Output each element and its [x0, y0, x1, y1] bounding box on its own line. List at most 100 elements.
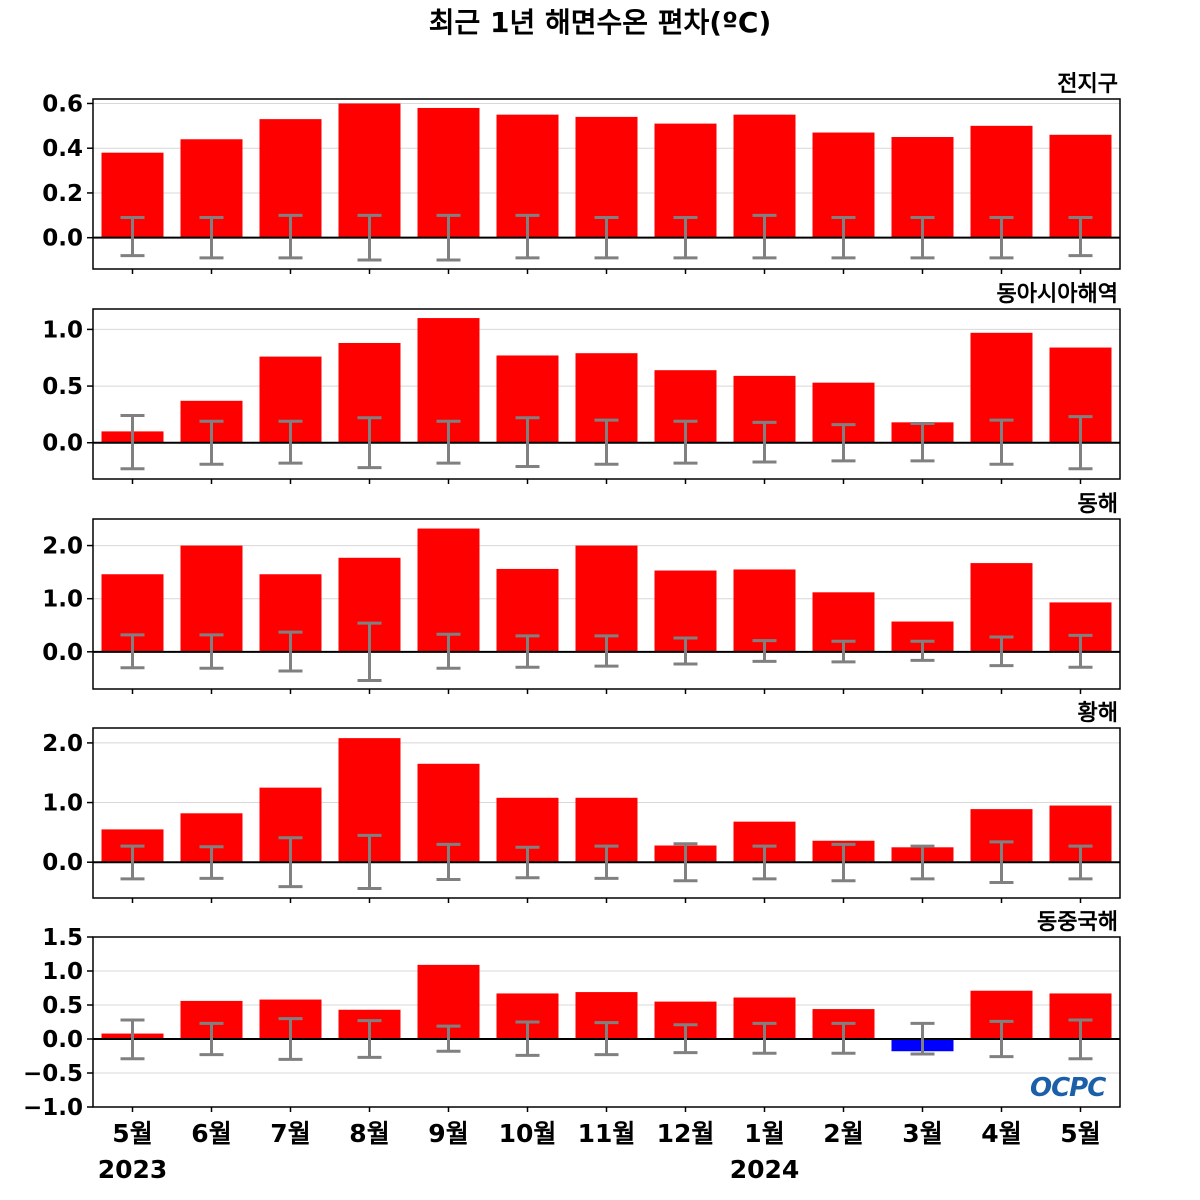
- y-tick-label: 0.5: [42, 374, 83, 400]
- error-bar: [594, 1021, 619, 1057]
- error-bar: [357, 833, 382, 890]
- error-bar: [278, 836, 303, 889]
- x-tick-label: 4월: [981, 1119, 1021, 1148]
- error-bar: [831, 423, 856, 463]
- y-tick-label: 2.0: [42, 534, 83, 560]
- y-tick-label: 0.5: [42, 993, 83, 1019]
- error-bar: [436, 1024, 461, 1053]
- panel-name: 동해: [1078, 492, 1118, 517]
- x-tick-label: 11월: [578, 1119, 636, 1148]
- error-bar: [673, 636, 698, 666]
- error-bar: [831, 216, 856, 260]
- error-bar: [436, 213, 461, 262]
- error-bar: [910, 421, 935, 463]
- error-bar: [989, 216, 1014, 260]
- error-bar: [831, 639, 856, 664]
- error-bar: [278, 419, 303, 465]
- error-bar: [831, 1021, 856, 1055]
- y-tick-label: 2.0: [42, 731, 83, 757]
- error-bar: [515, 845, 540, 880]
- error-bar: [594, 216, 619, 260]
- x-tick-label: 1월: [744, 1119, 784, 1148]
- chart-panels: 전지구 0.0 0.2 0.4 0.6 동아시아해역 0.0 0.5 1.0 동해 0.0 1.0 2.…: [23, 72, 1121, 1121]
- error-bar: [673, 1023, 698, 1055]
- x-tick-label: 2월: [823, 1119, 863, 1148]
- error-bar: [120, 216, 145, 258]
- y-tick-label: 1.0: [42, 587, 83, 613]
- x-tick-label: 8월: [349, 1119, 389, 1148]
- error-bar: [673, 216, 698, 260]
- panel-4: 동중국해 −1.0 −0.5 0.0 0.5 1.0 1.5: [23, 910, 1121, 1121]
- error-bar: [752, 213, 777, 260]
- y-tick-label: 1.0: [42, 959, 83, 985]
- x-tick-label: 5월: [1060, 1119, 1100, 1148]
- error-bar: [357, 416, 382, 470]
- year-label: 2023: [98, 1155, 168, 1184]
- error-bar: [199, 1021, 224, 1057]
- x-tick-label: 3월: [902, 1119, 942, 1148]
- error-bar: [278, 1017, 303, 1061]
- error-bar: [199, 419, 224, 466]
- error-bar: [199, 633, 224, 670]
- panel-name: 전지구: [1057, 72, 1118, 97]
- y-tick-label: 1.0: [42, 791, 83, 817]
- x-tick-label: 6월: [191, 1119, 231, 1148]
- y-tick-label: 0.6: [42, 91, 83, 117]
- error-bar: [1068, 844, 1093, 881]
- error-bar: [357, 1019, 382, 1059]
- error-bar: [357, 621, 382, 682]
- error-bar: [673, 419, 698, 465]
- bar: [575, 545, 638, 652]
- chart-title: 최근 1년 해면수온 편차(ºC): [429, 6, 772, 39]
- x-tick-label: 9월: [428, 1119, 468, 1148]
- x-tick-label: 10월: [499, 1119, 557, 1148]
- error-bar: [910, 1021, 935, 1056]
- error-bar: [515, 634, 540, 669]
- error-bar: [910, 216, 935, 260]
- y-tick-label: 0.2: [42, 181, 83, 207]
- y-tick-label: 0.0: [42, 1027, 83, 1053]
- error-bar: [673, 842, 698, 883]
- error-bar: [752, 420, 777, 464]
- y-tick-label: 0.0: [42, 431, 83, 457]
- panel-name: 황해: [1078, 701, 1118, 726]
- bar: [733, 569, 796, 652]
- x-tick-label: 7월: [270, 1119, 310, 1148]
- error-bar: [120, 633, 145, 670]
- x-axis: 5월 6월 7월 8월 9월 10월 11월 12월 1월 2월 3월 4월 5월 2023 2024: [98, 1119, 1101, 1184]
- error-bar: [120, 414, 145, 471]
- error-bar: [515, 1020, 540, 1057]
- error-bar: [910, 639, 935, 662]
- panel-2: 동해 0.0 1.0 2.0: [42, 492, 1121, 694]
- error-bar: [989, 840, 1014, 884]
- error-bar: [278, 213, 303, 260]
- error-bar: [1068, 216, 1093, 258]
- panel-name: 동중국해: [1037, 910, 1118, 935]
- error-bar: [199, 216, 224, 260]
- error-bar: [910, 844, 935, 881]
- panel-3: 황해 0.0 1.0 2.0: [42, 701, 1121, 903]
- error-bar: [436, 632, 461, 670]
- error-bar: [357, 213, 382, 262]
- panel-name: 동아시아해역: [997, 282, 1118, 307]
- error-bar: [278, 630, 303, 673]
- error-bar: [594, 844, 619, 880]
- error-bar: [515, 416, 540, 469]
- error-bar: [1068, 415, 1093, 471]
- error-bar: [436, 842, 461, 882]
- error-bar: [1068, 633, 1093, 669]
- error-bar: [989, 1019, 1014, 1059]
- error-bar: [752, 1021, 777, 1055]
- y-tick-label: 0.0: [42, 850, 83, 876]
- y-tick-label: 0.0: [42, 226, 83, 252]
- y-tick-label: −1.0: [23, 1095, 83, 1121]
- x-tick-label: 5월: [112, 1119, 152, 1148]
- y-tick-label: 0.4: [42, 136, 83, 162]
- error-bar: [436, 419, 461, 465]
- error-bar: [1068, 1018, 1093, 1061]
- y-tick-label: −0.5: [23, 1061, 83, 1087]
- year-label: 2024: [730, 1155, 800, 1184]
- y-tick-label: 1.5: [42, 925, 83, 951]
- error-bar: [199, 845, 224, 880]
